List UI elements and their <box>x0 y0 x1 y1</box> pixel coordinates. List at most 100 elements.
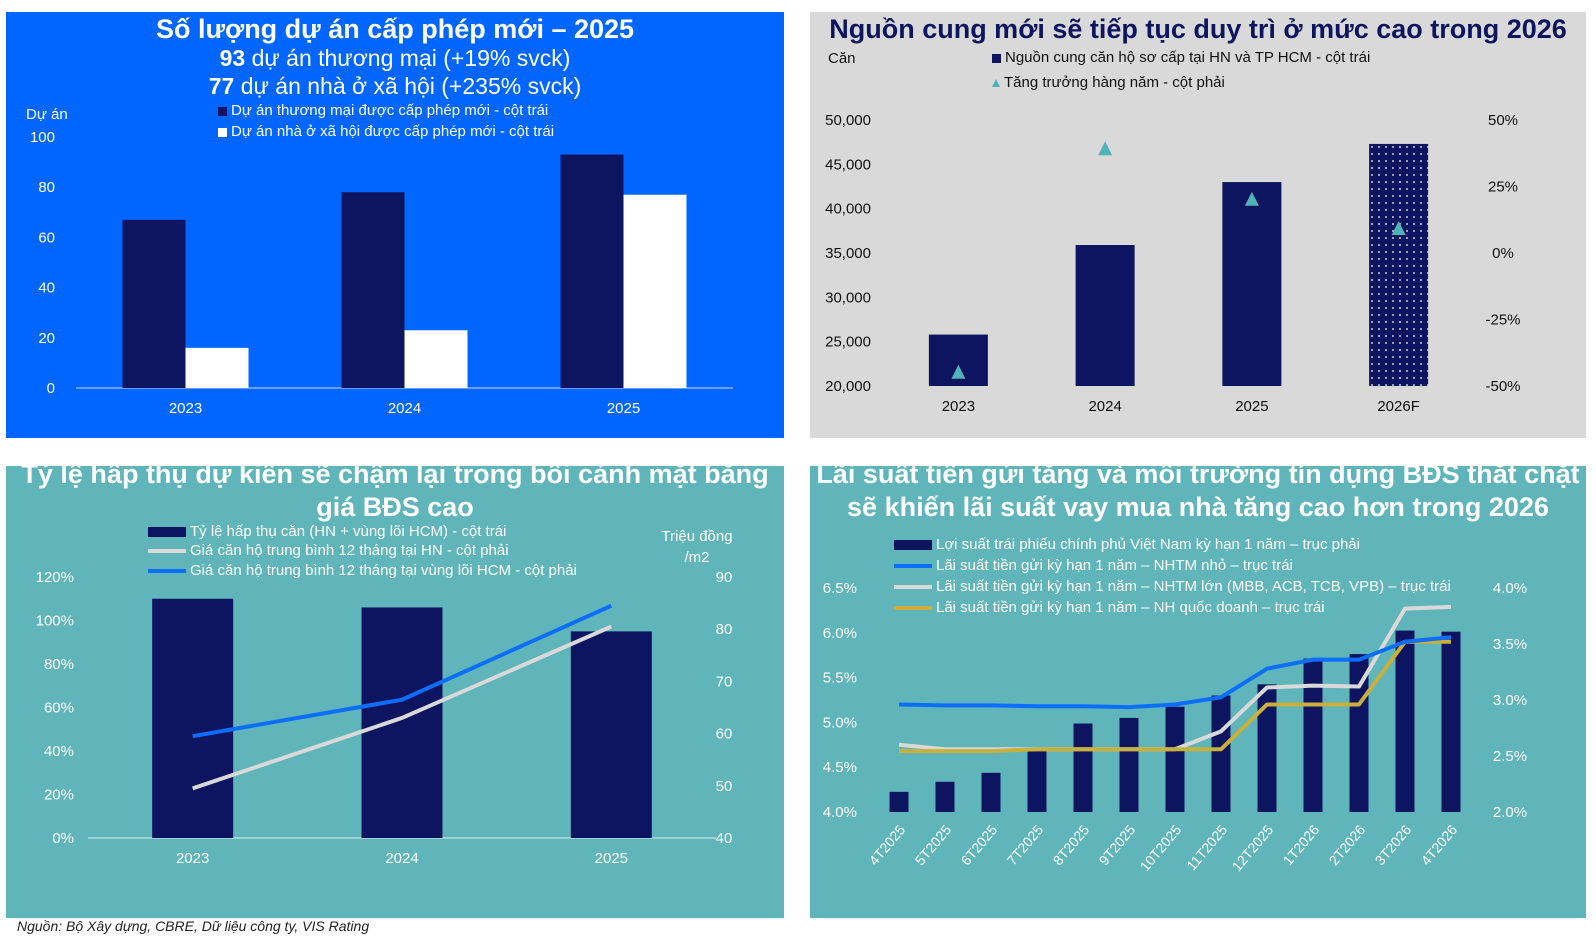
x-tick-label: 2024 <box>385 850 418 867</box>
source-note: Nguồn: Bộ Xây dựng, CBRE, Dữ liệu công t… <box>17 918 370 934</box>
y2-tick-label: 25% <box>1488 179 1518 196</box>
bar-commercial <box>122 219 186 388</box>
legend-item-growth: Tăng trưởng hàng năm - cột phải <box>992 74 1225 91</box>
bar-bond-yield <box>1395 630 1415 812</box>
x-tick-label: 10T2025 <box>1137 821 1185 874</box>
legend-swatch <box>148 569 186 574</box>
x-tick-label: 2T2026 <box>1326 821 1369 868</box>
legend-item-supply: Nguồn cung căn hộ sơ cấp tại HN và TP HC… <box>992 49 1370 66</box>
x-tick-label: 4T2026 <box>1418 821 1461 868</box>
x-tick-label: 7T2025 <box>1004 821 1047 868</box>
y2-axis-label: /m2 <box>684 549 709 566</box>
x-tick-label: 11T2025 <box>1183 821 1230 873</box>
y-tick-label: 0 <box>47 380 55 397</box>
y2-tick-label: 0% <box>1492 245 1514 262</box>
line-hcm-price <box>192 603 613 739</box>
x-tick-label: 2023 <box>942 398 975 415</box>
bar-bond-yield <box>1073 723 1093 812</box>
x-tick-label: 2024 <box>388 400 421 417</box>
y-tick-label: 20,000 <box>825 378 871 395</box>
y2-tick-label: -25% <box>1485 312 1520 329</box>
bar-bond-yield <box>889 791 909 812</box>
legend-item-hcm-price: Giá căn hộ trung bình 12 tháng tại vùng … <box>148 562 577 579</box>
line-small-banks <box>898 635 1452 710</box>
y-tick-label: 20% <box>44 787 74 804</box>
chart-panel-new-supply: Nguồn cung mới sẽ tiếp tục duy trì ở mức… <box>810 12 1586 438</box>
chart-panel-interest-rates: Lãi suất tiền gửi tăng và môi trường tín… <box>810 459 1586 918</box>
y-tick-label: 25,000 <box>825 334 871 351</box>
y-tick-label: 5.5% <box>823 670 857 687</box>
legend-triangle-icon <box>992 79 1000 88</box>
y-axis-label: Căn <box>828 50 856 67</box>
marker-growth <box>1244 191 1259 206</box>
legend-swatch <box>148 549 186 554</box>
y2-tick-label: 2.0% <box>1493 804 1527 821</box>
legend-item-social: Dự án nhà ở xã hội được cấp phép mới - c… <box>218 123 554 140</box>
chart-panel-absorption-rate: Tỷ lệ hấp thụ dự kiến sẽ chậm lại trong … <box>6 459 784 918</box>
y-tick-label: 6.5% <box>823 580 857 597</box>
y2-tick-label: 40 <box>716 830 733 847</box>
x-tick-label: 8T2025 <box>1050 821 1093 868</box>
y-tick-label: 4.0% <box>823 804 857 821</box>
legend-item-state-banks: Lãi suất tiền gửi kỳ hạn 1 năm – NH quốc… <box>894 599 1325 616</box>
legend-item-large-banks: Lãi suất tiền gửi kỳ hạn 1 năm – NHTM lớ… <box>894 578 1451 595</box>
legend-swatch <box>992 53 1001 63</box>
y2-tick-label: -50% <box>1485 378 1520 395</box>
x-tick-label: 2023 <box>176 850 209 867</box>
marker-growth <box>951 364 966 379</box>
y-tick-label: 45,000 <box>825 156 871 173</box>
y-tick-label: 100% <box>36 613 74 630</box>
chart-panel-new-licensed-projects: Số lượng dự án cấp phép mới – 2025 93 dự… <box>6 12 784 438</box>
chart-plot: 0% 20% 40% 60% 80% 100% 120% 40 50 60 70 80 90 Triệu … <box>36 528 733 867</box>
bar-bond-yield <box>1211 695 1231 812</box>
social-text: dự án nhà ở xã hội (+235% svck) <box>234 73 582 99</box>
y-tick-label: 4.5% <box>823 759 857 776</box>
y2-tick-label: 3.5% <box>1493 636 1527 653</box>
x-tick-label: 2025 <box>1235 398 1268 415</box>
legend-label: Lợi suất trái phiếu chính phủ Việt Nam k… <box>936 536 1360 553</box>
x-tick-label: 1T2026 <box>1280 821 1323 868</box>
bar-bond-yield <box>1165 706 1185 812</box>
chart-plot: Dự án 0 20 40 60 80 100 2023 2024 2025 <box>26 106 733 417</box>
y2-tick-label: 3.0% <box>1493 692 1527 709</box>
y2-tick-label: 70 <box>716 673 733 690</box>
legend-swatch <box>218 106 227 116</box>
legend-label: Nguồn cung căn hộ sơ cấp tại HN và TP HC… <box>1005 49 1371 66</box>
bar-social-housing <box>623 194 687 388</box>
commercial-count: 93 <box>219 45 246 71</box>
bar-social-housing <box>404 330 468 388</box>
bar-bond-yield <box>935 781 955 812</box>
bar-supply <box>1222 182 1282 386</box>
legend-item-small-banks: Lãi suất tiền gửi kỳ hạn 1 năm – NHTM nh… <box>894 557 1293 574</box>
title-line-1: Tỷ lệ hấp thụ dự kiến sẽ chậm lại trong … <box>21 459 769 489</box>
x-tick-label: 3T2026 <box>1372 821 1415 868</box>
bar-absorption <box>152 598 234 838</box>
y-tick-label: 100 <box>30 129 55 146</box>
legend-label: Giá căn hộ trung bình 12 tháng tại vùng … <box>190 562 577 579</box>
y2-tick-label: 60 <box>716 726 733 743</box>
chart-plot: 4.0% 4.5% 5.0% 5.5% 6.0% 6.5% 2.0% 2.5% 3.0% 3.5%… <box>823 580 1527 874</box>
y2-tick-label: 2.5% <box>1493 748 1527 765</box>
x-tick-label: 2025 <box>607 400 640 417</box>
legend-swatch <box>894 585 932 590</box>
bar-commercial <box>341 192 405 388</box>
y-tick-label: 20 <box>38 330 55 347</box>
chart-title: Số lượng dự án cấp phép mới – 2025 <box>155 14 635 44</box>
social-count: 77 <box>208 73 235 99</box>
line-hn-price <box>192 624 613 791</box>
legend-item-hn-price: Giá căn hộ trung bình 12 tháng tại HN - … <box>148 542 509 559</box>
y-tick-label: 30,000 <box>825 289 871 306</box>
chart-subtitle-social: 77 dự án nhà ở xã hội (+235% svck) <box>6 73 784 100</box>
y-tick-label: 40 <box>38 280 55 297</box>
title-line-2: sẽ khiến lãi suất vay mua nhà tăng cao h… <box>847 492 1549 522</box>
bar-bond-yield <box>1027 749 1047 812</box>
legend-label: Tăng trưởng hàng năm - cột phải <box>1004 74 1225 91</box>
x-tick-label: 2023 <box>169 400 202 417</box>
y-tick-label: 6.0% <box>823 625 857 642</box>
y-tick-label: 40,000 <box>825 201 871 218</box>
bar-bond-yield <box>1441 631 1461 812</box>
legend-label: Lãi suất tiền gửi kỳ hạn 1 năm – NHTM nh… <box>936 557 1293 574</box>
x-tick-label: 9T2025 <box>1096 821 1139 868</box>
legend-swatch <box>894 540 932 551</box>
bar-social-housing <box>185 347 249 388</box>
